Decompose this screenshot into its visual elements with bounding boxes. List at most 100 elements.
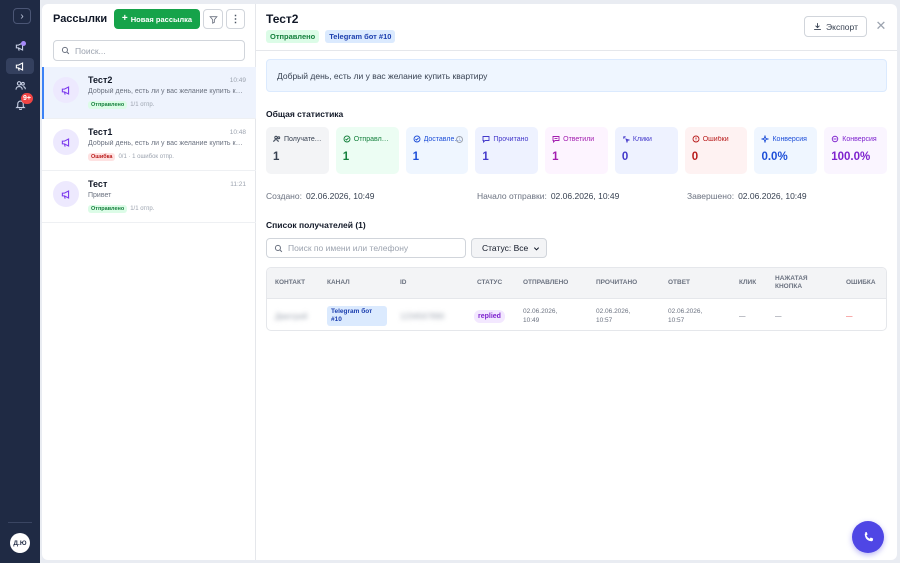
download-icon (814, 23, 821, 31)
close-button[interactable]: ✕ (874, 18, 888, 34)
stat-label-row: Конверсия (831, 135, 887, 143)
mailing-search[interactable] (53, 40, 245, 61)
mailing-name: Тест (88, 179, 108, 189)
column-header: ОТВЕТ (668, 279, 691, 286)
table-row[interactable]: Дмитрий Telegram бот #10 1234567890 repl… (267, 298, 886, 330)
call-button[interactable] (852, 521, 884, 553)
stat-label: Конверсия (842, 135, 877, 143)
done-value: 02.06.2026, 10:49 (738, 191, 807, 201)
error-cell: — (846, 312, 853, 320)
stat-card: Конверсия 100.0% (824, 127, 888, 174)
status-badge: Отправлено (88, 205, 128, 213)
stat-value: 1 (342, 151, 350, 163)
chevron-right-icon: › (20, 10, 24, 22)
mailing-counts: 1/1 отпр. (130, 102, 155, 108)
stat-card: Ответили 1 (545, 127, 608, 174)
stat-label: Конверсия (772, 135, 807, 143)
stat-label-row: Доставлено (413, 135, 469, 143)
mailing-avatar (53, 77, 79, 103)
user-avatar[interactable]: Д.Ю (10, 533, 30, 553)
done-label: Завершено: (687, 191, 735, 201)
channel-badge: Telegram бот #10 (327, 306, 387, 326)
stat-label-row: Получатели (273, 135, 329, 143)
new-mailing-button[interactable]: + Новая рассылка (114, 9, 200, 29)
new-mailing-label: Новая рассылка (130, 14, 193, 24)
column-header: ОТПРАВЛЕНО (523, 279, 569, 286)
column-header: ПРОЧИТАНО (596, 279, 638, 286)
start-date: Начало отправки: 02.06.2026, 10:49 (477, 191, 619, 201)
created-date: Создано: 02.06.2026, 10:49 (266, 191, 375, 201)
check-circle-icon (343, 135, 351, 143)
created-label: Создано: (266, 191, 302, 201)
reply-cell: 02.06.2026, 10:57 (668, 308, 703, 324)
column-header: ОШИБКА (846, 279, 876, 286)
recipients-title: Список получателей (1) (266, 220, 366, 230)
status-badge: Отправлено (88, 101, 128, 109)
mailing-item[interactable]: Тест 11:21 Привет Отправлено 1/1 отпр. (42, 171, 256, 223)
column-header: НАЖАТАЯ КНОПКА (775, 275, 808, 290)
mailing-name: Тест1 (88, 127, 113, 137)
status-filter-value: Статус: Все (482, 243, 529, 253)
stat-label-row: Конверсия (761, 135, 817, 143)
export-label: Экспорт (826, 21, 858, 32)
channel-cell: Telegram бот #10 (327, 299, 387, 330)
mailing-item[interactable]: Тест1 10:48 Добрый день, есть ли у вас ж… (42, 119, 256, 171)
mailing-meta: Отправлено 1/1 отпр. (88, 205, 154, 213)
page-title: Рассылки (53, 13, 108, 25)
column-header: КЛИК (739, 279, 757, 286)
more-options-button[interactable]: ⋮ (226, 9, 245, 29)
mailing-item[interactable]: Тест2 10:49 Добрый день, есть ли у вас ж… (42, 67, 256, 119)
sidebar-item-mailings[interactable] (6, 58, 34, 74)
close-icon: ✕ (875, 18, 887, 33)
sidebar-item-campaigns[interactable] (6, 38, 34, 54)
mailing-meta: Отправлено 1/1 отпр. (88, 101, 154, 109)
status-filter-select[interactable]: Статус: Все (471, 238, 547, 258)
stat-value: 1 (273, 151, 280, 163)
sidebar-toggle-button[interactable]: › (13, 8, 31, 24)
recipients-search-input[interactable] (288, 243, 458, 253)
mailing-detail-panel: Тест2 Отправлено Telegram бот #10 Экспор… (256, 4, 897, 560)
stat-card: Ошибки 0 (684, 127, 748, 174)
start-label: Начало отправки: (477, 191, 547, 201)
reply-icon (552, 136, 560, 143)
stat-card: Прочитано 1 (475, 127, 539, 174)
info-icon[interactable]: i (456, 136, 464, 143)
users-icon (273, 135, 281, 143)
status-badge: Отправлено (266, 30, 320, 43)
mailing-time: 10:48 (229, 129, 246, 136)
mailing-list-header: Рассылки + Новая рассылка ⋮ (42, 4, 256, 38)
sent-cell: 02.06.2026, 10:49 (523, 308, 558, 324)
megaphone-icon (15, 41, 23, 51)
column-header: КОНТАКТ (275, 279, 306, 286)
stat-label: Ошибки (702, 135, 729, 143)
stat-card: Доставлено 1 i (405, 127, 469, 174)
column-header: ID (400, 279, 407, 286)
mailing-time: 10:49 (229, 77, 246, 84)
mailing-counts: 0/1 · 1 ошибок отпр. (118, 154, 174, 160)
mailing-search-input[interactable] (75, 45, 235, 56)
status-badge: Ошибка (88, 153, 116, 161)
stat-label-row: Ошибки (692, 135, 748, 143)
mailing-avatar (53, 181, 79, 207)
users-icon (14, 80, 26, 90)
stats-title: Общая статистика (266, 109, 344, 119)
sidebar-item-contacts[interactable] (6, 77, 34, 93)
stats-cards: Получатели 1 Отправлено 1 Доставлено 1 i Прочит… (266, 127, 888, 174)
recipients-table: КОНТАКТ КАНАЛ ID СТАТУС ОТПРАВЛЕНО ПРОЧИ… (266, 267, 887, 331)
export-button[interactable]: Экспорт (804, 16, 867, 37)
icon-sidebar: › 9+ Д.Ю (0, 0, 40, 563)
stat-card: Получатели 1 (266, 127, 329, 174)
stat-label: Прочитано (493, 135, 529, 143)
read-cell: 02.06.2026, 10:57 (596, 308, 631, 324)
recipients-search[interactable] (266, 238, 466, 258)
stat-value: 1 (482, 151, 489, 163)
search-icon (61, 46, 70, 55)
sidebar-divider (8, 522, 32, 523)
chevron-down-icon (534, 246, 540, 250)
filter-button[interactable] (203, 9, 223, 29)
stat-value: 1 (412, 151, 419, 163)
message-preview: Добрый день, есть ли у вас желание купит… (266, 59, 887, 92)
id-cell: 1234567890 (400, 299, 460, 330)
stat-card: Клики 0 (614, 127, 678, 174)
